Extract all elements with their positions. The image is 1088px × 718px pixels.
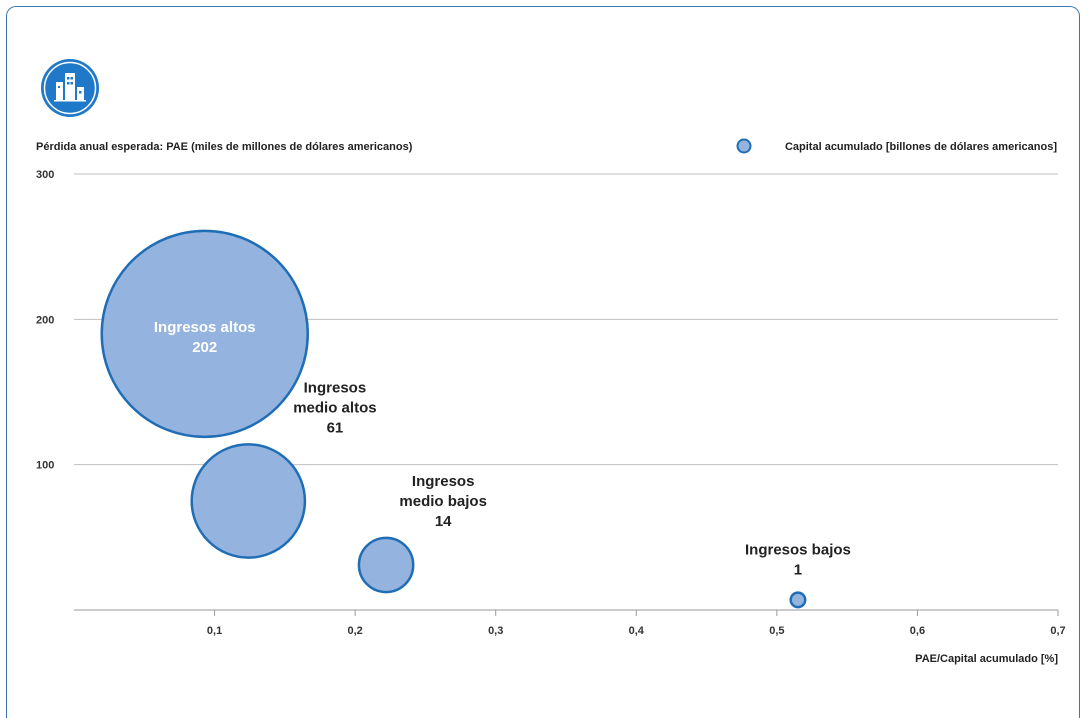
- bubble: [190, 443, 307, 559]
- bubble: [789, 591, 807, 609]
- legend-bubble-icon: [736, 138, 752, 154]
- y-tick-label: 100: [36, 460, 54, 472]
- bubble: [357, 536, 415, 594]
- chart-frame: [6, 6, 1080, 718]
- x-tick-label: 0,2: [347, 625, 362, 637]
- x-tick-label: 0,6: [910, 625, 925, 637]
- y-tick-label: 200: [36, 314, 54, 326]
- x-tick-label: 0,7: [1050, 625, 1065, 637]
- x-tick-label: 0,3: [488, 625, 503, 637]
- legend: Capital acumulado [billones de dólares a…: [736, 138, 1057, 154]
- bubble-label: Ingresos altos 202: [154, 319, 256, 356]
- bubble-label: Ingresos bajos 1: [745, 542, 851, 579]
- bubble-label: Ingresos medio altos 61: [293, 379, 376, 436]
- y-axis-title: Pérdida anual esperada: PAE (miles de mi…: [36, 141, 413, 153]
- y-tick-label: 300: [36, 169, 54, 181]
- axis-ticks: 100 200 300 0,1 0,2 0,3 0,4 0,5 0,6 0,7: [36, 169, 1066, 637]
- bubble: [100, 229, 309, 439]
- city-buildings-icon: [41, 59, 99, 117]
- x-tick-label: 0,4: [629, 625, 645, 637]
- bubbles: Ingresos altos 202 Ingresos medio altos 61 In…: [100, 229, 851, 609]
- x-axis-title: PAE/Capital acumulado [%]: [915, 653, 1058, 665]
- x-tick-label: 0,1: [207, 625, 222, 637]
- legend-label: Capital acumulado [billones de dólares a…: [785, 141, 1057, 153]
- x-tick-label: 0,5: [769, 625, 784, 637]
- bubble-label: Ingresos medio bajos 14: [399, 473, 487, 530]
